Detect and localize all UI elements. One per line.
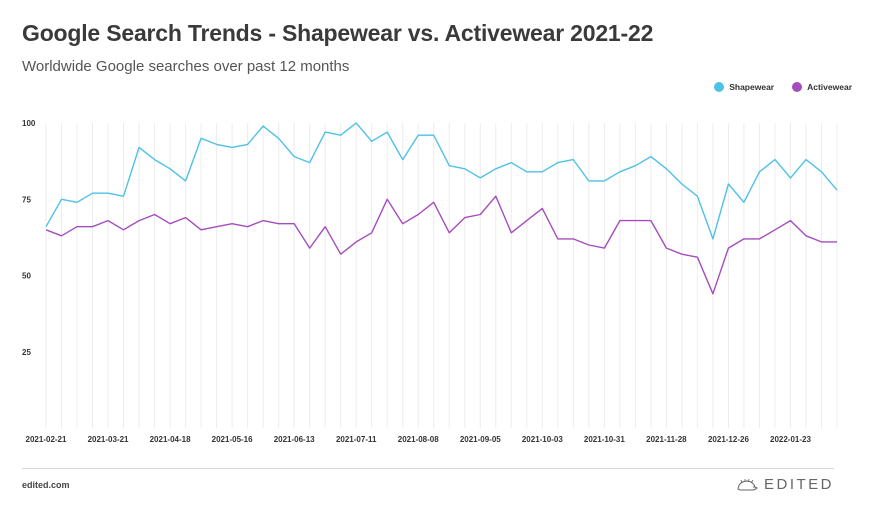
x-tick-label: 2021-02-21	[26, 435, 67, 444]
footer-divider	[22, 468, 834, 469]
legend-swatch-activewear	[792, 82, 803, 92]
gridlines	[45, 123, 838, 428]
x-tick-label: 2021-07-11	[336, 435, 377, 444]
legend-item-shapewear[interactable]: Shapewear	[714, 82, 774, 92]
brand-logo: EDITED	[736, 476, 834, 493]
x-tick-label: 2021-10-03	[522, 435, 563, 444]
x-tick-label: 2021-05-16	[212, 435, 253, 444]
y-tick-label: 100	[22, 119, 36, 128]
x-tick-label: 2021-06-13	[274, 435, 315, 444]
legend-item-activewear[interactable]: Activewear	[792, 82, 852, 92]
y-tick-label: 25	[22, 348, 31, 357]
x-tick-label: 2021-08-08	[398, 435, 439, 444]
x-tick-label: 2021-12-26	[708, 435, 749, 444]
hedgehog-icon	[737, 478, 758, 490]
x-tick-label: 2022-01-23	[770, 435, 811, 444]
footer-site[interactable]: edited.com	[22, 480, 70, 490]
y-tick-label: 50	[22, 272, 31, 281]
y-tick-label: 75	[22, 195, 31, 204]
x-tick-label: 2021-11-28	[646, 435, 687, 444]
legend-label-shapewear: Shapewear	[729, 82, 775, 92]
series-line-activewear	[45, 195, 837, 295]
chart-subtitle: Worldwide Google searches over past 12 m…	[22, 58, 350, 75]
x-tick-label: 2021-03-21	[88, 435, 129, 444]
x-tick-label: 2021-09-05	[460, 435, 501, 444]
legend-label-activewear: Activewear	[807, 82, 852, 92]
chart-title: Google Search Trends - Shapewear vs. Act…	[22, 20, 654, 46]
x-tick-label: 2021-04-18	[150, 435, 191, 444]
legend: Shapewear Activewear	[714, 82, 852, 92]
line-chart: 25 50 75 100 2021-02-21 2021-03-21 2021-04-18 2…	[22, 119, 838, 444]
series-line-shapewear	[45, 122, 838, 240]
x-tick-label: 2021-10-31	[584, 435, 625, 444]
legend-swatch-shapewear	[714, 82, 725, 92]
brand-name: EDITED	[763, 476, 834, 493]
